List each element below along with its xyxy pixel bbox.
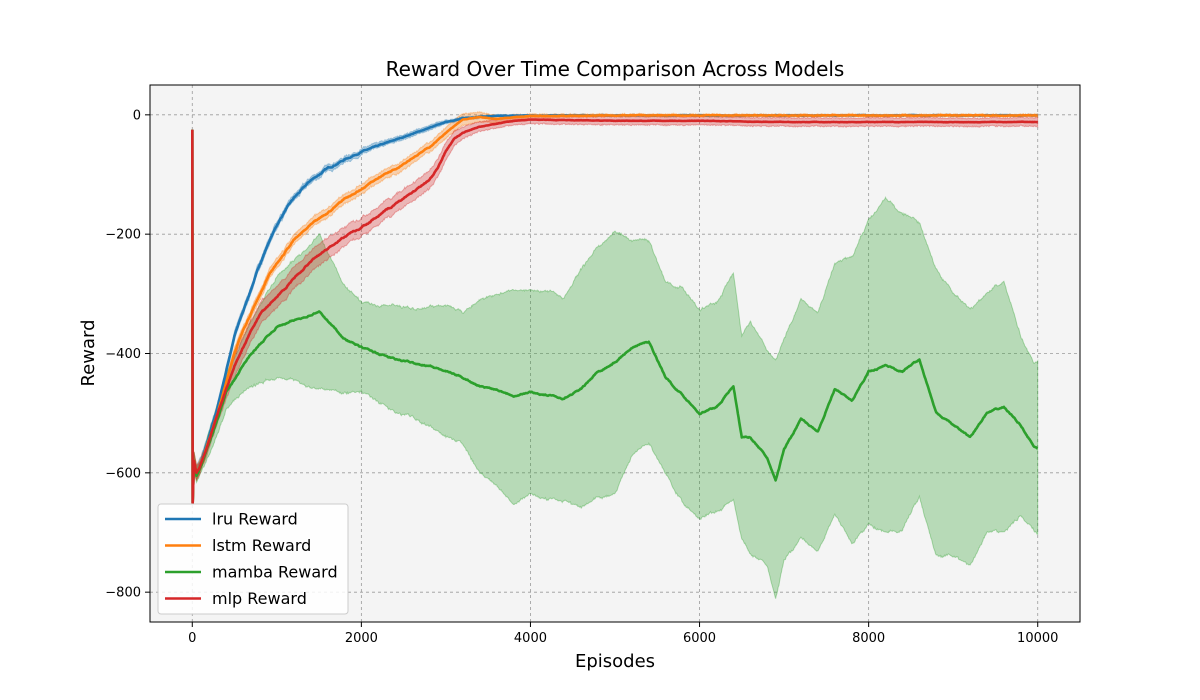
x-tick-label: 10000 — [1017, 631, 1058, 646]
legend-label: lstm Reward — [212, 536, 311, 555]
legend-frame — [157, 503, 349, 615]
series-band — [191, 113, 1039, 503]
y-tick-label: −400 — [105, 347, 141, 362]
y-axis-label: Reward — [78, 319, 99, 386]
series-line — [191, 118, 1039, 504]
line-layer — [191, 113, 1039, 504]
chart-title: Reward Over Time Comparison Across Model… — [386, 57, 845, 81]
legend-label: mlp Reward — [212, 589, 307, 608]
legend-label: mamba Reward — [212, 563, 338, 582]
series-band — [191, 111, 1039, 504]
series-band — [191, 129, 1039, 599]
x-tick-label: 0 — [188, 631, 196, 646]
x-tick-label: 4000 — [514, 631, 547, 646]
axis-layer: 0 2000 4000 6000 8000 10000 0 −200 −400 −600 −800 — [105, 108, 1058, 646]
x-axis-label: Episodes — [575, 651, 655, 672]
series-line — [191, 113, 1039, 504]
x-tick-label: 2000 — [345, 631, 378, 646]
y-tick-label: −800 — [105, 586, 141, 601]
legend-label: lru Reward — [212, 510, 298, 529]
series-line — [191, 129, 1039, 504]
x-tick-label: 6000 — [683, 631, 716, 646]
y-tick-label: 0 — [133, 108, 141, 123]
legend: lru Reward lstm Reward mamba Reward mlp Rew… — [157, 503, 349, 615]
y-tick-label: −600 — [105, 466, 141, 481]
y-tick-label: −200 — [105, 228, 141, 243]
x-tick-label: 8000 — [852, 631, 885, 646]
